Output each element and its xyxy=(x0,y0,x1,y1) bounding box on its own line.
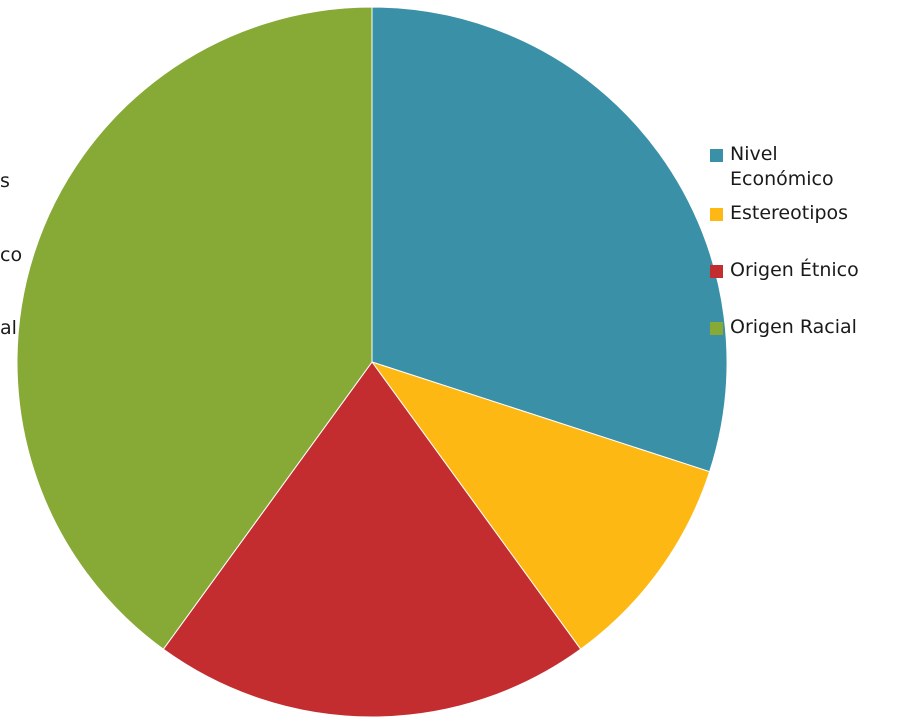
legend-label-origen-racial: Origen Racial xyxy=(730,316,857,338)
legend-label-estereotipos: Estereotipos xyxy=(730,202,849,224)
clipped-legend-fragments: s co al xyxy=(0,170,22,339)
legend-item-origen-etnico: Origen Étnico xyxy=(710,258,895,283)
legend-swatch-origen-etnico xyxy=(710,265,723,278)
legend-swatch-origen-racial xyxy=(710,322,723,335)
pie-slice-nivel-economico xyxy=(371,6,728,473)
legend-item-nivel-economico: Nivel Económico xyxy=(710,142,895,192)
clipped-legend-fragment-3: al xyxy=(0,317,17,339)
pie-slice-origen-racial xyxy=(16,6,373,650)
legend-label-origen-etnico: Origen Étnico xyxy=(730,259,859,281)
clipped-legend-fragment-2: co xyxy=(0,244,22,266)
pie-slices xyxy=(16,6,728,717)
legend-item-estereotipos: Estereotipos xyxy=(710,201,895,226)
pie-slice-estereotipos xyxy=(370,361,711,650)
legend-label-nivel-economico-line2: Económico xyxy=(730,168,834,190)
legend-label-nivel-economico-line1: Nivel xyxy=(730,143,778,165)
legend-swatch-estereotipos xyxy=(710,208,723,221)
clipped-legend-fragment-1: s xyxy=(0,170,10,192)
legend-item-origen-racial: Origen Racial xyxy=(710,315,895,340)
chart-legend: Nivel Económico Estereotipos Origen Étni… xyxy=(710,142,895,340)
legend-swatch-nivel-economico xyxy=(710,149,723,162)
